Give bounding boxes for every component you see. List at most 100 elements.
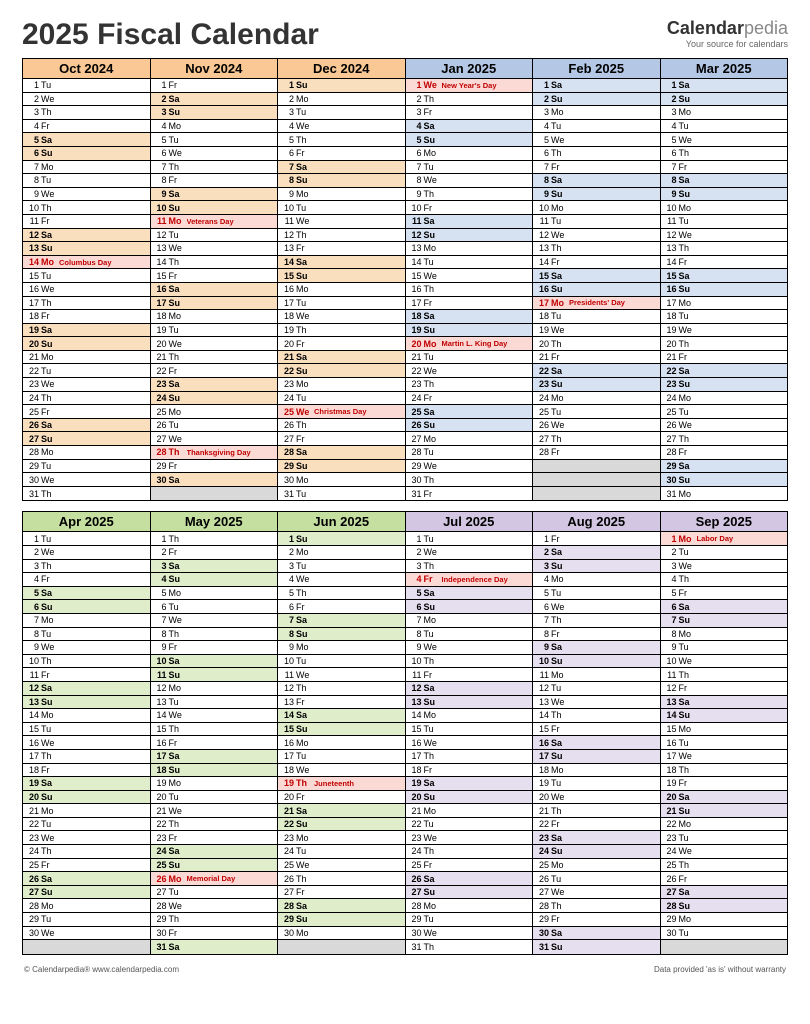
- day-row: 21Th: [533, 804, 660, 818]
- day-dow: Fr: [296, 602, 314, 612]
- day-dow: Fr: [424, 670, 442, 680]
- day-number: 16: [406, 284, 424, 294]
- day-dow: Sa: [551, 547, 569, 557]
- day-row: 9Mo: [278, 641, 405, 655]
- day-number: 4: [406, 574, 424, 584]
- day-row: 16Sa: [533, 736, 660, 750]
- day-dow: Tu: [169, 135, 187, 145]
- day-number: 14: [151, 710, 169, 720]
- day-row: 18Mo: [151, 310, 278, 324]
- day-number: 16: [661, 284, 679, 294]
- day-row: 26Th: [278, 419, 405, 433]
- day-number: 29: [278, 914, 296, 924]
- day-row: 9Sa: [533, 641, 660, 655]
- day-row: 5Th: [278, 587, 405, 601]
- day-number: 24: [661, 393, 679, 403]
- day-number: 2: [533, 547, 551, 557]
- day-row: 3Su: [533, 560, 660, 574]
- day-row: 4We: [278, 573, 405, 587]
- day-number: 23: [406, 379, 424, 389]
- day-dow: Mo: [424, 243, 442, 253]
- day-number: 11: [406, 216, 424, 226]
- day-dow: Tu: [679, 833, 697, 843]
- day-number: 20: [661, 339, 679, 349]
- day-row: 14MoColumbus Day: [23, 256, 150, 270]
- day-dow: Tu: [679, 547, 697, 557]
- day-number: 28: [278, 447, 296, 457]
- day-number: 13: [661, 697, 679, 707]
- day-dow: Th: [551, 806, 569, 816]
- day-row: [23, 940, 150, 954]
- day-number: 23: [661, 833, 679, 843]
- day-dow: Tu: [551, 588, 569, 598]
- day-row: 8Fr: [151, 174, 278, 188]
- day-number: 30: [23, 928, 41, 938]
- day-row: 23Su: [661, 378, 788, 392]
- brand-name: Calendarpedia: [667, 18, 788, 39]
- day-dow: Sa: [41, 588, 59, 598]
- day-row: 7Fr: [533, 161, 660, 175]
- day-row: 10Tu: [278, 655, 405, 669]
- day-row: 1Sa: [533, 79, 660, 93]
- day-number: 11: [661, 216, 679, 226]
- day-row: 28Mo: [23, 899, 150, 913]
- day-dow: Mo: [551, 670, 569, 680]
- day-row: 25Sa: [406, 405, 533, 419]
- day-number: 10: [661, 656, 679, 666]
- day-row: 6Sa: [661, 600, 788, 614]
- day-dow: Su: [169, 298, 187, 308]
- day-number: 9: [23, 189, 41, 199]
- day-row: 8Tu: [406, 628, 533, 642]
- day-row: 16We: [23, 736, 150, 750]
- day-row: 4We: [278, 120, 405, 134]
- day-number: 18: [533, 311, 551, 321]
- brand-name-1: Calendar: [667, 18, 744, 38]
- day-row: 3Tu: [278, 106, 405, 120]
- day-dow: Th: [41, 393, 59, 403]
- day-number: 16: [278, 738, 296, 748]
- day-row: 29Su: [278, 460, 405, 474]
- day-dow: We: [424, 738, 442, 748]
- day-dow: Sa: [296, 710, 314, 720]
- day-number: 9: [533, 189, 551, 199]
- day-dow: Fr: [41, 407, 59, 417]
- day-row: 2Th: [406, 93, 533, 107]
- day-dow: Tu: [679, 642, 697, 652]
- day-row: 24Sa: [151, 845, 278, 859]
- day-dow: We: [41, 475, 59, 485]
- day-row: 28We: [151, 899, 278, 913]
- day-number: 13: [278, 697, 296, 707]
- day-dow: Mo: [424, 615, 442, 625]
- day-row: 7Fr: [661, 161, 788, 175]
- day-dow: Mo: [296, 833, 314, 843]
- day-number: 29: [406, 461, 424, 471]
- day-number: 1: [661, 80, 679, 90]
- day-dow: Sa: [41, 325, 59, 335]
- day-number: 6: [661, 602, 679, 612]
- day-number: 31: [406, 489, 424, 499]
- month-column: Nov 20241Fr2Sa3Su4Mo5Tu6We7Th8Fr9Sa10Su1…: [151, 59, 279, 500]
- day-dow: Fr: [424, 765, 442, 775]
- day-number: 26: [661, 420, 679, 430]
- month-column: Aug 20251Fr2Sa3Su4Mo5Tu6We7Th8Fr9Sa10Su1…: [533, 512, 661, 953]
- day-dow: Sa: [169, 656, 187, 666]
- day-row: 31Th: [406, 940, 533, 954]
- day-number: 1: [23, 80, 41, 90]
- day-dow: Sa: [169, 284, 187, 294]
- day-row: 2Su: [533, 93, 660, 107]
- day-number: 6: [278, 148, 296, 158]
- day-number: 2: [23, 94, 41, 104]
- day-dow: Sa: [679, 602, 697, 612]
- day-dow: Tu: [41, 271, 59, 281]
- day-row: 4Th: [661, 573, 788, 587]
- day-dow: Su: [41, 148, 59, 158]
- day-row: 13Sa: [661, 696, 788, 710]
- day-number: 17: [151, 751, 169, 761]
- day-row: 16Mo: [278, 283, 405, 297]
- day-dow: Th: [296, 420, 314, 430]
- day-dow: Su: [296, 914, 314, 924]
- day-row: 30We: [406, 927, 533, 941]
- day-dow: Th: [551, 901, 569, 911]
- day-holiday: Martin L. King Day: [442, 339, 533, 348]
- day-number: 6: [533, 602, 551, 612]
